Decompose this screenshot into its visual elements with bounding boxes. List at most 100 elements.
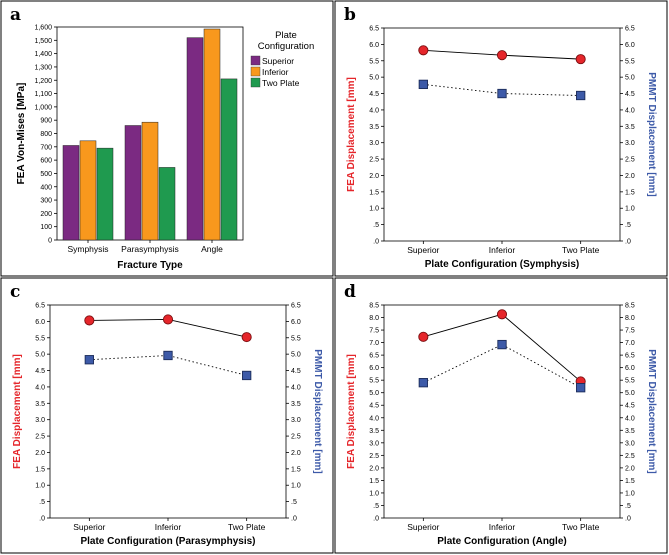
panel-d-xlabel: Plate Configuration (Angle) <box>437 536 566 547</box>
panel-a-label: a <box>10 5 21 25</box>
panel-a-legend-entry: Two Plate <box>262 78 300 88</box>
panel-a-legend-entry: Superior <box>262 56 294 66</box>
panel-d-ytick-label-right: 1.0 <box>625 490 635 497</box>
panel-b-ytick-label-left: 5.0 <box>369 75 379 82</box>
panel-a-legend-title: Plate <box>275 30 297 41</box>
panel-c-label: c <box>10 282 20 302</box>
panel-c-line-pmmt <box>89 355 247 376</box>
panel-b-ytick-label-right: .5 <box>625 222 631 229</box>
panel-d: d .0 .0 .5 .5 1.0 1.0 1.5 1.5 2.0 2.0 2.5 2.5 3.0 3.0 3… <box>334 277 668 554</box>
panel-d-ytick-label-right: 2.5 <box>625 453 635 460</box>
panel-d-ytick-label-right: 5.0 <box>625 390 635 397</box>
panel-a-bar-angle-two-plate <box>220 78 238 241</box>
panel-d-xtick-label: Superior <box>407 522 439 532</box>
panel-b: b .0 .0 .5 .5 1.0 1.0 1.5 1.5 2.0 2.0 2.5 2.5 3.0 3.0 3… <box>334 0 668 277</box>
panel-d-ytick-label-right: 7.5 <box>625 328 635 335</box>
panel-a-ytick-label: 1,400 <box>34 51 52 58</box>
panel-d-ytick-label-right: 3.0 <box>625 440 635 447</box>
panel-a: a 0 100 200 300 400 500 600 700 800 900 1,000 1,100 1… <box>0 0 334 277</box>
panel-b-ytick-label-right: 6.5 <box>625 26 635 33</box>
panel-b-ytick-label-left: 2.0 <box>369 173 379 180</box>
panel-c-ytick-label-left: 3.5 <box>35 401 45 408</box>
panel-b-xtick-label: Inferior <box>489 245 516 255</box>
panel-b-ytick-label-left: .0 <box>373 239 379 246</box>
panel-a-xtick-label: Parasymphysis <box>121 244 179 254</box>
panel-b-point-pmmt-superior <box>418 79 428 90</box>
panel-a-bar-parasymphysis-superior <box>124 125 142 241</box>
panel-a-ytick-label: 1,600 <box>34 25 52 32</box>
panel-b-ytick-label-right: 2.0 <box>625 173 635 180</box>
panel-d-ytick-label-right: 5.5 <box>625 378 635 385</box>
panel-b-ytick-label-right: 4.5 <box>625 91 635 98</box>
panel-b-ytick-label-right: 4.0 <box>625 107 635 114</box>
panel-b-xlabel: Plate Configuration (Symphysis) <box>425 259 579 270</box>
panel-c-ytick-label-right: .0 <box>291 516 297 523</box>
panel-c-ytick-label-left: 2.0 <box>35 450 45 457</box>
panel-a-bar-parasymphysis-two-plate <box>158 167 176 241</box>
panel-b-ytick-label-left: 3.5 <box>369 124 379 131</box>
panel-a-bar-symphysis-inferior <box>79 140 97 241</box>
panel-a-bar-symphysis-two-plate <box>96 147 114 241</box>
panel-d-ytick-label-left: 8.0 <box>369 315 379 322</box>
panel-a-ytick-label: 300 <box>40 198 52 205</box>
panel-d-ytick-label-right: 2.0 <box>625 465 635 472</box>
panel-b-ytick-label-right: 1.5 <box>625 189 635 196</box>
panel-d-ytick-label-right: 4.5 <box>625 403 635 410</box>
panel-b-ylabel-right: PMMT Displacement [mm] <box>646 72 657 196</box>
panel-d-ytick-label-right: 6.0 <box>625 365 635 372</box>
panel-d-ytick-label-left: 5.5 <box>369 378 379 385</box>
panel-d-point-pmmt-inferior <box>497 339 507 350</box>
panel-b-ytick-label-left: 4.5 <box>369 91 379 98</box>
panel-a-legend-title: Configuration <box>258 41 315 52</box>
panel-a-legend-swatch <box>250 55 261 66</box>
panel-d-point-pmmt-superior <box>418 378 428 388</box>
panel-c-ytick-label-right: 4.5 <box>291 368 301 375</box>
panel-a-ytick-label: 800 <box>40 131 52 138</box>
panel-d-ytick-label-left: 3.0 <box>369 440 379 447</box>
panel-a-bar-angle-superior <box>186 37 204 241</box>
panel-b-ytick-label-left: 6.5 <box>369 26 379 33</box>
panel-d-ytick-label-left: 1.0 <box>369 490 379 497</box>
panel-a-ytick-label: 1,200 <box>34 78 52 85</box>
panel-c-ytick-label-right: 6.5 <box>291 303 301 310</box>
panel-d-ytick-label-left: 5.0 <box>369 390 379 397</box>
panel-a-ytick-label: 1,500 <box>34 38 52 45</box>
panel-b-ytick-label-left: 6.0 <box>369 42 379 49</box>
panel-d-ytick-label-right: 4.0 <box>625 415 635 422</box>
panel-a-bar-parasymphysis-inferior <box>141 121 159 241</box>
panel-c-ytick-label-left: 3.0 <box>35 417 45 424</box>
panel-c-point-fea-superior <box>84 315 95 326</box>
panel-d-line-pmmt <box>423 344 581 389</box>
panel-d-xtick-label: Two Plate <box>562 522 600 532</box>
panel-d-ytick-label-left: 8.5 <box>369 303 379 310</box>
panel-a-xtick-label: Symphysis <box>67 244 108 254</box>
panel-b-point-fea-superior <box>418 45 429 56</box>
panel-b-point-pmmt-inferior <box>497 88 507 99</box>
panel-b-ytick-label-right: .0 <box>625 239 631 246</box>
panel-c-ytick-label-right: 2.5 <box>291 434 301 441</box>
panel-d-ytick-label-left: 6.0 <box>369 365 379 372</box>
panel-b-point-pmmt-two-plate <box>576 90 586 101</box>
panel-c-point-fea-inferior <box>162 314 174 325</box>
panel-b-ytick-label-right: 1.0 <box>625 206 635 213</box>
panel-d-ytick-label-left: 1.5 <box>369 478 379 485</box>
panel-d-ytick-label-right: .0 <box>625 516 631 523</box>
panel-d-ylabel-left: FEA Displacement [mm] <box>346 354 357 469</box>
panel-d-point-pmmt-two-plate <box>576 383 586 393</box>
panel-b-label: b <box>344 5 356 25</box>
panel-d-ytick-label-left: 4.5 <box>369 403 379 410</box>
panel-c-ytick-label-left: 5.0 <box>35 352 45 359</box>
panel-d-label: d <box>344 282 356 302</box>
panel-c-ytick-label-right: 6.0 <box>291 319 301 326</box>
panel-b-ylabel-left: FEA Displacement [mm] <box>346 77 357 192</box>
panel-d-ylabel-right: PMMT Displacement [mm] <box>646 349 657 473</box>
panel-a-legend-entry: Inferior <box>262 67 289 77</box>
panel-d-ytick-label-right: 3.5 <box>625 428 635 435</box>
panel-d-ytick-label-left: .0 <box>373 516 379 523</box>
panel-c-ytick-label-left: .5 <box>39 499 45 506</box>
panel-d-ytick-label-left: 6.5 <box>369 353 379 360</box>
panel-a-xlabel: Fracture Type <box>117 260 183 271</box>
panel-b-ytick-label-right: 3.0 <box>625 140 635 147</box>
panel-c-point-pmmt-inferior <box>163 350 173 361</box>
